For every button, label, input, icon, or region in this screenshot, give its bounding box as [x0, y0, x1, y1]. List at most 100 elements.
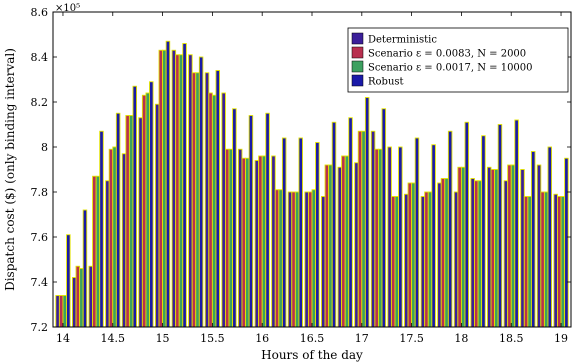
bar-1-10	[224, 148, 230, 328]
bar-2-17	[344, 155, 350, 328]
bar-1-18	[357, 130, 363, 328]
bar-0-6	[154, 103, 160, 328]
bar-0-4	[121, 153, 127, 328]
bar-1-2	[92, 175, 97, 328]
x-tick-label-0: 14	[56, 332, 70, 345]
bar-1-0	[58, 295, 64, 328]
y-tick-label-2: 7.6	[31, 231, 49, 244]
bar-1-4	[125, 115, 130, 328]
bar-3-3	[115, 112, 121, 328]
bar-2-8	[195, 72, 200, 328]
bar-0-14	[287, 191, 293, 328]
bar-3-12	[265, 112, 270, 328]
bar-1-28	[523, 196, 529, 328]
bar-2-1	[79, 268, 84, 328]
bar-2-2	[95, 175, 101, 328]
bar-2-23	[444, 178, 449, 328]
bar-1-21	[407, 182, 413, 328]
bar-2-21	[411, 182, 416, 328]
bar-3-0	[66, 234, 71, 328]
bar-3-7	[182, 43, 187, 328]
bar-1-23	[440, 178, 446, 328]
bar-2-20	[394, 196, 400, 328]
bar-1-13	[274, 189, 280, 328]
bar-2-29	[543, 191, 549, 328]
bar-1-7	[175, 54, 180, 328]
bar-2-11	[245, 157, 250, 328]
bar-1-15	[307, 191, 313, 328]
bar-3-4	[132, 85, 138, 328]
x-tick-label-6: 17	[355, 332, 369, 345]
bar-0-1	[71, 277, 77, 328]
bar-2-24	[460, 166, 466, 328]
bar-2-6	[162, 49, 167, 328]
bar-2-14	[294, 191, 300, 328]
x-tick-label-2: 15	[156, 332, 170, 345]
axes: 14 14.5 15 15.5 16 16.5 17 17.5 18 18.5 19 7.2 7.4 7.…	[31, 6, 572, 345]
bar-3-29	[547, 146, 553, 328]
bar-3-8	[198, 56, 204, 328]
x-tick-label-1: 14.5	[101, 332, 126, 345]
bar-2-19	[377, 148, 383, 328]
bar-0-5	[138, 117, 143, 328]
y-tick-label-6: 8.4	[31, 51, 49, 64]
bar-1-12	[258, 155, 263, 328]
x-tick-label-3: 15.5	[200, 332, 225, 345]
y-axis-label: Dispatch cost ($) (only binding interval…	[3, 48, 17, 291]
bar-2-15	[311, 189, 317, 328]
bar-2-0	[62, 295, 67, 328]
legend-label-2: Scenario ε = 0.0017, N = 10000	[368, 63, 533, 74]
bar-3-15	[315, 142, 320, 328]
bar-0-26	[486, 166, 492, 328]
bar-0-12	[254, 160, 260, 328]
bar-1-27	[507, 164, 512, 328]
bar-0-13	[271, 155, 276, 328]
bar-3-27	[514, 119, 519, 328]
bar-0-30	[553, 193, 558, 328]
bar-3-23	[447, 130, 453, 328]
bar-3-1	[82, 209, 88, 328]
bar-3-18	[364, 97, 370, 328]
bar-3-2	[99, 130, 104, 328]
bar-0-0	[55, 295, 60, 328]
bar-3-24	[464, 121, 470, 328]
x-tick-label-7: 17.5	[399, 332, 424, 345]
bar-0-25	[470, 178, 475, 328]
bar-1-26	[490, 169, 496, 328]
bar-0-2	[88, 265, 94, 328]
bar-0-17	[337, 166, 343, 328]
bar-0-7	[171, 49, 177, 328]
bar-0-11	[237, 148, 243, 328]
bar-2-25	[477, 180, 483, 328]
bar-1-29	[540, 191, 545, 328]
legend-swatch-0	[351, 32, 364, 45]
bar-1-11	[241, 157, 247, 328]
bar-3-30	[564, 157, 569, 328]
bar-3-28	[530, 151, 536, 328]
y-tick-label-0: 7.2	[31, 321, 49, 334]
x-tick-label-4: 16	[255, 332, 269, 345]
bar-1-1	[75, 265, 81, 328]
bar-2-13	[278, 189, 283, 328]
bar-0-20	[387, 146, 392, 328]
bar-1-16	[324, 164, 330, 328]
bar-1-9	[208, 92, 213, 328]
bar-0-22	[420, 196, 426, 328]
bar-1-20	[390, 196, 396, 328]
bar-1-8	[191, 72, 197, 328]
bar-0-3	[105, 180, 110, 328]
bar-1-17	[341, 155, 346, 328]
bar-2-27	[510, 164, 516, 328]
bar-0-15	[304, 191, 309, 328]
bar-2-5	[145, 92, 150, 328]
bar-1-14	[291, 191, 296, 328]
bar-2-3	[112, 146, 117, 328]
x-tick-label-5: 16.5	[300, 332, 325, 345]
bar-2-30	[560, 196, 566, 328]
bar-0-16	[321, 196, 326, 328]
bar-0-8	[188, 54, 193, 328]
bar-1-30	[557, 196, 562, 328]
bar-3-26	[497, 124, 503, 328]
x-tick-label-9: 18.5	[499, 332, 524, 345]
